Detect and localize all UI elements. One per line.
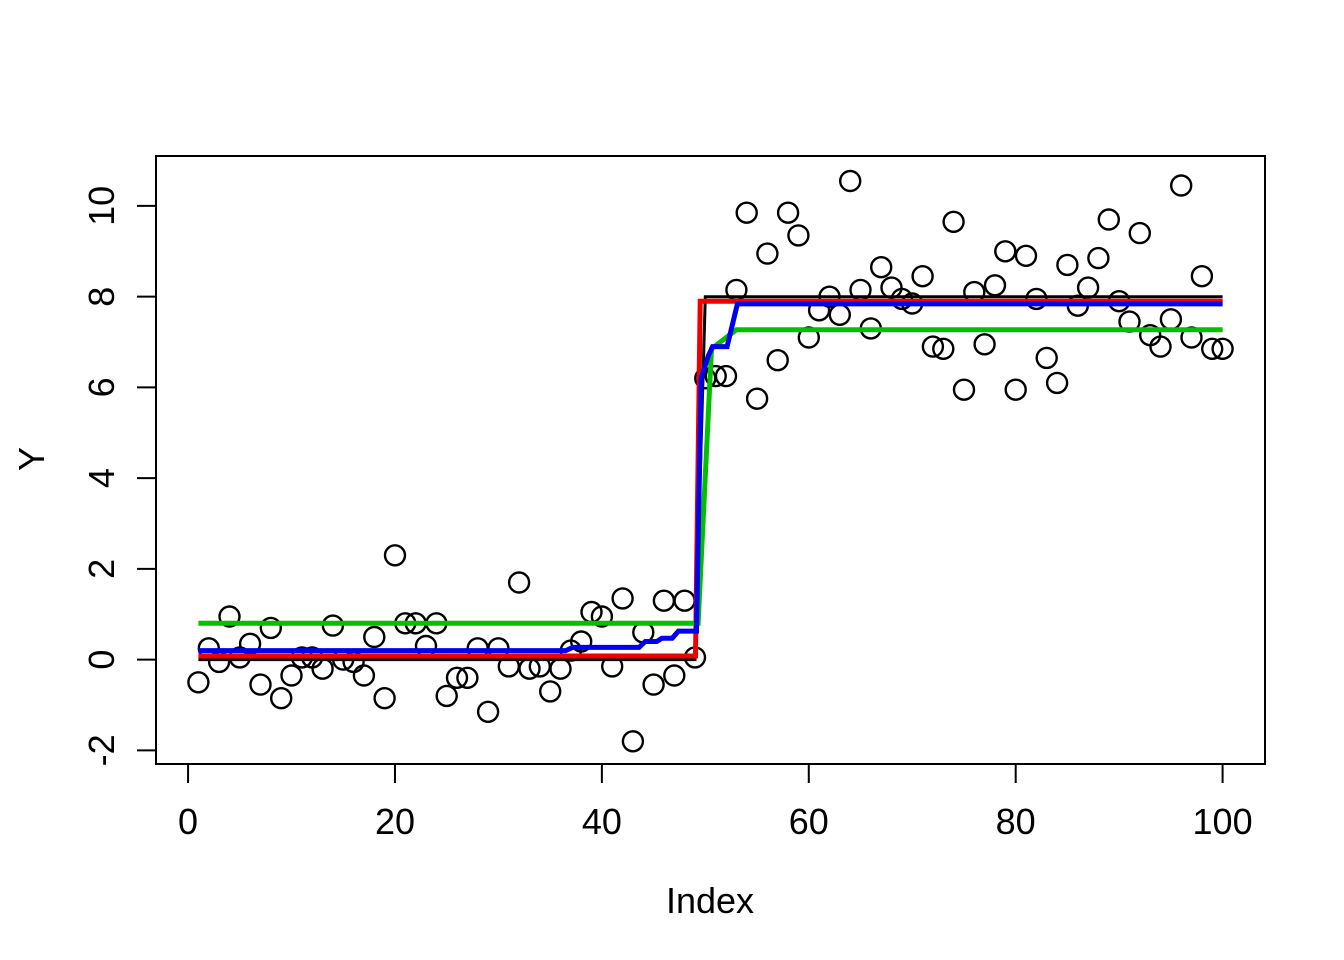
y-tick-label: 8	[81, 287, 122, 307]
series-line-estimate-blue	[198, 301, 1223, 654]
data-point	[311, 657, 334, 680]
data-point	[373, 687, 396, 710]
data-point	[1200, 337, 1224, 360]
data-point	[776, 201, 800, 224]
data-point	[952, 378, 976, 401]
data-point	[549, 657, 572, 680]
data-point	[1056, 253, 1079, 277]
chart-generated-content: 0 20 40 60 80 100 -2 0 2 4 6 8 10	[81, 155, 1266, 842]
y-tick-label: 2	[81, 559, 122, 579]
x-tick-label: 80	[996, 801, 1036, 842]
data-point	[839, 169, 862, 193]
plot-box	[155, 155, 1266, 765]
data-point	[590, 605, 614, 628]
y-axis-title: Y	[11, 447, 52, 471]
data-point	[1159, 308, 1183, 331]
data-point	[621, 730, 645, 753]
data-point	[218, 605, 241, 628]
data-point	[249, 673, 272, 696]
data-point	[1004, 378, 1027, 401]
data-point	[1211, 337, 1234, 360]
data-point	[1149, 335, 1172, 358]
data-point	[932, 337, 955, 360]
data-point	[983, 274, 1007, 297]
data-point	[259, 616, 282, 640]
data-point	[756, 242, 779, 265]
x-tick-label: 60	[789, 801, 829, 842]
data-point	[1097, 208, 1121, 231]
data-point	[673, 589, 696, 612]
x-tick-label: 0	[178, 801, 198, 842]
y-tick-label: -2	[81, 734, 122, 766]
data-point	[663, 664, 686, 687]
x-tick-label: 40	[582, 801, 622, 842]
data-point	[1035, 346, 1058, 370]
data-point	[352, 664, 376, 687]
data-point	[787, 224, 810, 247]
data-point	[363, 625, 386, 649]
data-point	[921, 335, 945, 358]
data-point	[1045, 371, 1069, 395]
data-point	[187, 671, 210, 694]
data-point	[745, 387, 769, 410]
data-point	[880, 276, 903, 299]
data-point	[570, 630, 593, 653]
data-point	[1169, 174, 1193, 197]
data-point	[611, 587, 634, 610]
data-point	[973, 333, 996, 356]
data-point	[1190, 265, 1214, 288]
data-point	[652, 589, 676, 612]
data-point	[280, 664, 303, 687]
data-point	[1087, 246, 1110, 270]
data-point	[1128, 221, 1152, 245]
data-point	[642, 673, 665, 696]
y-tick-label: 4	[81, 468, 122, 488]
y-tick-label: 10	[81, 186, 122, 226]
data-point	[507, 571, 531, 594]
x-tick-label: 100	[1193, 801, 1253, 842]
y-tick-label: 6	[81, 377, 122, 397]
x-tick-label: 20	[375, 801, 415, 842]
data-point	[1076, 276, 1100, 299]
data-point	[994, 240, 1017, 263]
data-point	[942, 210, 965, 234]
data-point	[456, 666, 479, 689]
data-point	[704, 364, 727, 388]
series-line-estimate-green	[198, 327, 1223, 626]
data-point	[735, 201, 758, 224]
data-point	[714, 364, 738, 388]
data-point	[270, 687, 293, 710]
data-point	[911, 265, 934, 288]
data-point	[383, 544, 407, 567]
data-point	[1014, 244, 1038, 268]
data-point	[476, 700, 500, 723]
data-point	[766, 349, 789, 372]
data-point	[828, 303, 851, 326]
x-axis-title: Index	[666, 880, 754, 921]
data-point	[445, 666, 469, 689]
y-tick-label: 0	[81, 650, 122, 670]
data-point	[870, 256, 893, 279]
data-point	[539, 680, 562, 703]
data-point	[435, 684, 458, 708]
